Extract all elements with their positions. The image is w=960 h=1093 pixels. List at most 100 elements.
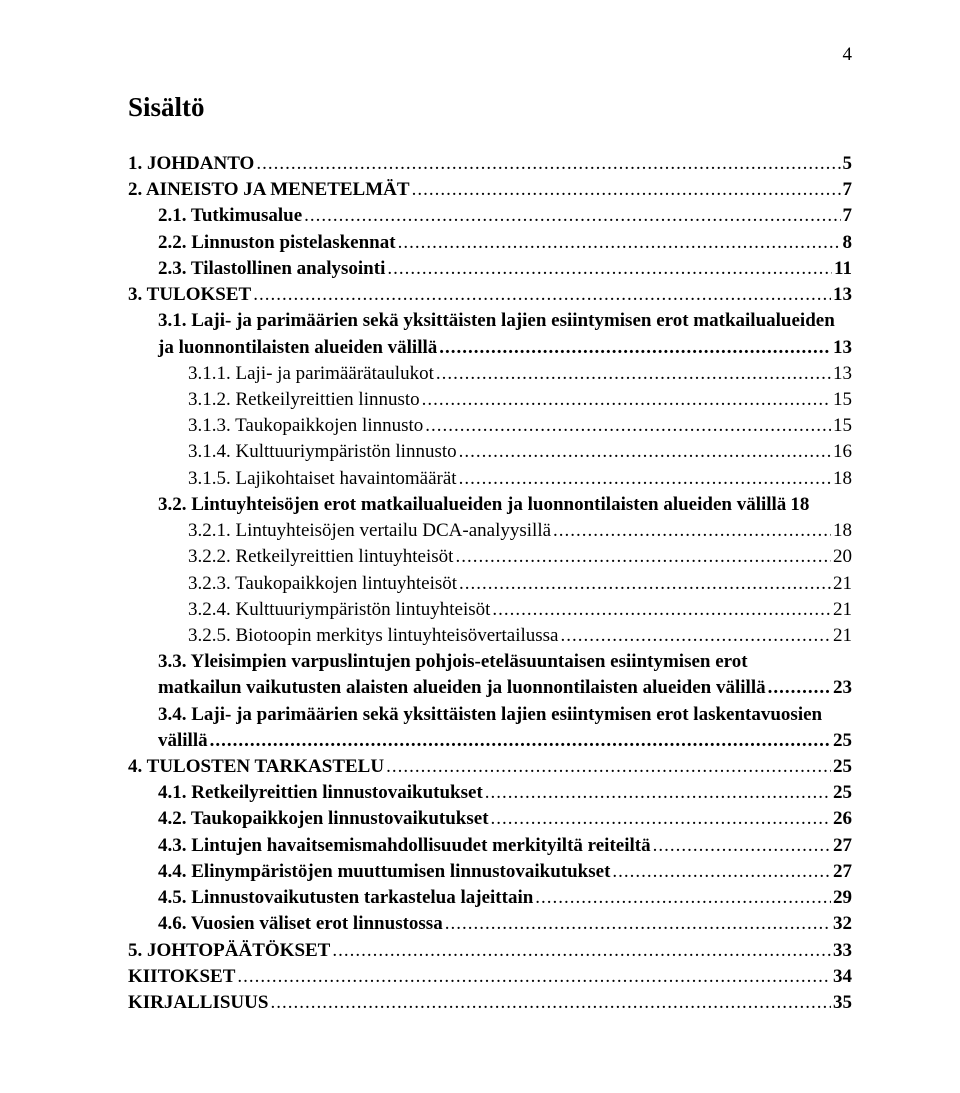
toc-entry-label: KIRJALLISUUS <box>128 990 268 1016</box>
toc-entry-label: 2.1. Tutkimusalue <box>158 203 302 229</box>
toc-entry-page: 16 <box>833 439 852 465</box>
toc-entry-label: 1. JOHDANTO <box>128 151 254 177</box>
toc-entry: 3.3. Yleisimpien varpuslintujen pohjois-… <box>128 649 852 701</box>
toc-entry-label: 3.2.2. Retkeilyreittien lintuyhteisöt <box>188 544 453 570</box>
toc-leader <box>436 361 831 387</box>
toc-leader <box>535 885 831 911</box>
toc-leader <box>422 387 831 413</box>
toc-entry-label: 4.5. Linnustovaikutusten tarkastelua laj… <box>158 885 533 911</box>
toc-entry: 5. JOHTOPÄÄTÖKSET 33 <box>128 938 852 964</box>
toc-leader <box>560 623 831 649</box>
toc-leader <box>459 571 831 597</box>
toc-entry: 3.1.1. Laji- ja parimäärätaulukot13 <box>128 361 852 387</box>
toc-leader <box>386 754 831 780</box>
toc-entry-label: 3.2.1. Lintuyhteisöjen vertailu DCA-anal… <box>188 518 551 544</box>
toc-entry-label: 3.4. Laji- ja parimäärien sekä yksittäis… <box>158 702 852 728</box>
toc-entry: 4. TULOSTEN TARKASTELU 25 <box>128 754 852 780</box>
toc-entry-page: 18 <box>790 492 809 518</box>
toc-entry-label: 3.2.4. Kulttuuriympäristön lintuyhteisöt <box>188 597 490 623</box>
toc-entry-lastrow: välillä 25 <box>158 728 852 754</box>
toc-entry: 2.2. Linnuston pistelaskennat 8 <box>128 230 852 256</box>
toc-entry-page: 35 <box>833 990 852 1016</box>
toc-entry: 3.1.4. Kulttuuriympäristön linnusto 16 <box>128 439 852 465</box>
toc-entry: 2.3. Tilastollinen analysointi 11 <box>128 256 852 282</box>
toc-leader <box>491 806 831 832</box>
toc-entry-label: 3.1.4. Kulttuuriympäristön linnusto <box>188 439 457 465</box>
toc-entry-page: 34 <box>833 964 852 990</box>
toc-entry-label: ja luonnontilaisten alueiden välillä <box>158 335 437 361</box>
toc-entry-page: 26 <box>833 806 852 832</box>
toc-entry: 3.1. Laji- ja parimäärien sekä yksittäis… <box>128 308 852 360</box>
toc-entry: KIRJALLISUUS 35 <box>128 990 852 1016</box>
toc-entry: 4.5. Linnustovaikutusten tarkastelua laj… <box>128 885 852 911</box>
toc-entry: 2.1. Tutkimusalue 7 <box>128 203 852 229</box>
toc-leader <box>412 177 841 203</box>
toc-entry-label: 3.1.3. Taukopaikkojen linnusto <box>188 413 423 439</box>
toc-title: Sisältö <box>128 92 852 123</box>
toc-leader <box>425 413 831 439</box>
toc-entry-page: 27 <box>833 859 852 885</box>
toc-entry-label: 3.1.5. Lajikohtaiset havaintomäärät <box>188 466 457 492</box>
toc-entry-page: 21 <box>833 623 852 649</box>
toc-entry-page: 13 <box>833 335 852 361</box>
toc-entry: KIITOKSET 34 <box>128 964 852 990</box>
toc-entry-label: 4.2. Taukopaikkojen linnustovaikutukset <box>158 806 489 832</box>
page-number: 4 <box>843 44 853 66</box>
toc-entry: 4.1. Retkeilyreittien linnustovaikutukse… <box>128 780 852 806</box>
toc-entry-label: 3.1. Laji- ja parimäärien sekä yksittäis… <box>158 308 852 334</box>
toc-leader <box>492 597 831 623</box>
toc-entry-page: 13 <box>833 282 852 308</box>
toc-entry-label: 5. JOHTOPÄÄTÖKSET <box>128 938 330 964</box>
toc-entry: 3.4. Laji- ja parimäärien sekä yksittäis… <box>128 702 852 754</box>
toc-leader <box>398 230 841 256</box>
toc-entry-page: 11 <box>834 256 852 282</box>
toc-leader <box>768 675 831 701</box>
toc-entry: 2. AINEISTO JA MENETELMÄT7 <box>128 177 852 203</box>
toc-entry: 3.2.4. Kulttuuriympäristön lintuyhteisöt… <box>128 597 852 623</box>
toc-entry: 3.2.2. Retkeilyreittien lintuyhteisöt 20 <box>128 544 852 570</box>
toc-entry: 3.2. Lintuyhteisöjen erot matkailualueid… <box>128 492 852 518</box>
toc-entry-page: 18 <box>833 518 852 544</box>
toc-entry-label: 3.1.1. Laji- ja parimäärätaulukot <box>188 361 434 387</box>
toc-entry-page: 15 <box>833 413 852 439</box>
toc-entry-page: 15 <box>833 387 852 413</box>
toc-entry-label: 3.3. Yleisimpien varpuslintujen pohjois-… <box>158 649 852 675</box>
toc-entry-label: välillä <box>158 728 208 754</box>
toc-entry-page: 25 <box>833 728 852 754</box>
toc-leader <box>485 780 831 806</box>
document-page: 4 Sisältö 1. JOHDANTO 52. AINEISTO JA MEN… <box>0 0 960 1093</box>
toc-entry-label: KIITOKSET <box>128 964 235 990</box>
toc-entry-page: 21 <box>833 597 852 623</box>
toc-entry: 3.2.5. Biotoopin merkitys lintuyhteisöve… <box>128 623 852 649</box>
toc-entry-label: matkailun vaikutusten alaisten alueiden … <box>158 675 766 701</box>
toc-entry-label: 2.3. Tilastollinen analysointi <box>158 256 385 282</box>
toc-entry-label: 3.2. Lintuyhteisöjen erot matkailualueid… <box>158 492 786 518</box>
toc-entry: 3.2.3. Taukopaikkojen lintuyhteisöt21 <box>128 571 852 597</box>
toc-leader <box>210 728 831 754</box>
toc-entry: 3.1.2. Retkeilyreittien linnusto15 <box>128 387 852 413</box>
toc-leader <box>256 151 840 177</box>
toc-leader <box>387 256 832 282</box>
toc-entry: 4.3. Lintujen havaitsemismahdollisuudet … <box>128 833 852 859</box>
toc-entry-page: 25 <box>833 754 852 780</box>
toc-entry-label: 4. TULOSTEN TARKASTELU <box>128 754 384 780</box>
toc-entry-label: 3. TULOKSET <box>128 282 251 308</box>
toc-entry: 3.2.1. Lintuyhteisöjen vertailu DCA-anal… <box>128 518 852 544</box>
toc-entry-page: 33 <box>833 938 852 964</box>
toc-entry-page: 5 <box>843 151 853 177</box>
toc-leader <box>253 282 831 308</box>
toc-entry-label: 2.2. Linnuston pistelaskennat <box>158 230 396 256</box>
toc-entry-page: 8 <box>843 230 853 256</box>
toc-entry-label: 4.6. Vuosien väliset erot linnustossa <box>158 911 443 937</box>
toc-entry-page: 7 <box>843 203 853 229</box>
toc-entry: 1. JOHDANTO 5 <box>128 151 852 177</box>
toc-leader <box>332 938 831 964</box>
toc-leader <box>455 544 831 570</box>
toc-entry-page: 21 <box>833 571 852 597</box>
toc-entry: 4.4. Elinympäristöjen muuttumisen linnus… <box>128 859 852 885</box>
toc-entry-lastrow: matkailun vaikutusten alaisten alueiden … <box>158 675 852 701</box>
toc-leader <box>237 964 831 990</box>
toc-entry-page: 32 <box>833 911 852 937</box>
toc-entry: 4.2. Taukopaikkojen linnustovaikutukset 2… <box>128 806 852 832</box>
toc-entry-page: 20 <box>833 544 852 570</box>
